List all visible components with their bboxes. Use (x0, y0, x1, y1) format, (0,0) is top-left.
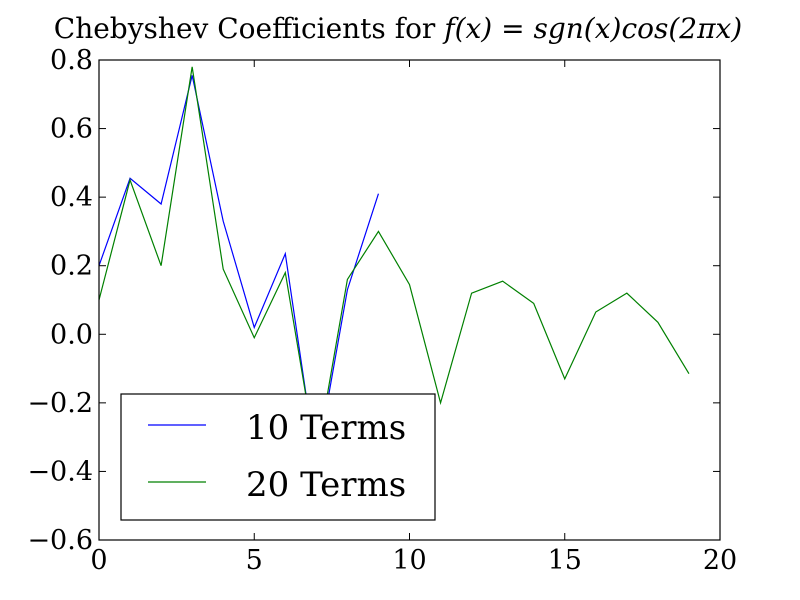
legend-label-10-terms: 10 Terms (246, 408, 406, 448)
series-line-10-terms (99, 75, 380, 465)
ticks-layer (98, 59, 721, 541)
y-tick-labels: −0.6 −0.4 −0.2 0.0 0.2 0.4 0.6 0.8 (27, 45, 93, 556)
y-tick-label: 0.2 (50, 251, 93, 282)
y-tick-label: 0.6 (50, 114, 93, 145)
series-line-20-terms (99, 66, 690, 458)
y-tick-label: −0.6 (27, 525, 93, 556)
y-tick-label: −0.4 (27, 456, 93, 487)
x-tick-label: 0 (90, 545, 107, 576)
series-layer (99, 66, 690, 465)
legend-label-20-terms: 20 Terms (246, 465, 406, 505)
x-tick-label: 20 (703, 545, 737, 576)
legend-box (120, 393, 436, 521)
y-tick-label: 0.8 (50, 45, 93, 76)
x-tick-labels: 0 5 10 15 20 (90, 545, 737, 576)
y-tick-label: 0.0 (50, 319, 93, 350)
x-tick-label: 5 (246, 545, 263, 576)
x-tick-label: 10 (392, 545, 426, 576)
chart-title: Chebyshev Coefficients for f(x) = sgn(x)… (54, 12, 742, 45)
x-tick-label: 15 (548, 545, 582, 576)
y-tick-label: −0.2 (27, 388, 93, 419)
y-tick-label: 0.4 (50, 182, 93, 213)
legend: 10 Terms 20 Terms (120, 393, 436, 521)
chart-title-formula: f(x) = sgn(x)cos(2πx) (442, 12, 742, 45)
chart-title-text: Chebyshev Coefficients for (54, 12, 444, 45)
